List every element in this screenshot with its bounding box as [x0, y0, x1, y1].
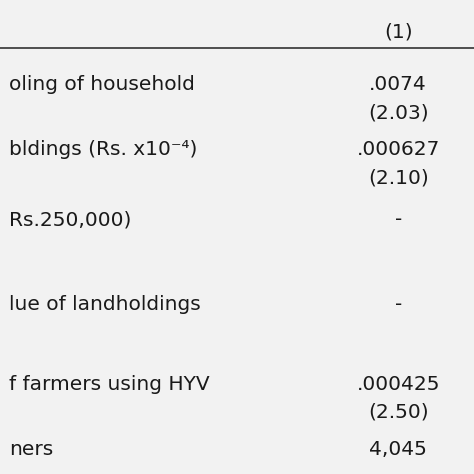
Text: .0074: .0074: [369, 75, 427, 94]
Text: oling of household: oling of household: [9, 75, 195, 94]
Text: -: -: [394, 295, 402, 314]
Text: (2.50): (2.50): [368, 403, 428, 422]
Text: .000627: .000627: [356, 140, 440, 159]
Text: (2.10): (2.10): [368, 168, 428, 187]
Text: bldings (Rs. x10⁻⁴): bldings (Rs. x10⁻⁴): [9, 140, 198, 159]
Text: 4,045: 4,045: [369, 440, 427, 459]
Text: (1): (1): [384, 22, 412, 41]
Text: f farmers using HYV: f farmers using HYV: [9, 375, 210, 394]
Text: ners: ners: [9, 440, 54, 459]
Text: .000425: .000425: [356, 375, 440, 394]
Text: lue of landholdings: lue of landholdings: [9, 295, 201, 314]
Text: Rs.250,000): Rs.250,000): [9, 210, 132, 229]
Text: -: -: [394, 210, 402, 229]
Text: (2.03): (2.03): [368, 103, 428, 122]
